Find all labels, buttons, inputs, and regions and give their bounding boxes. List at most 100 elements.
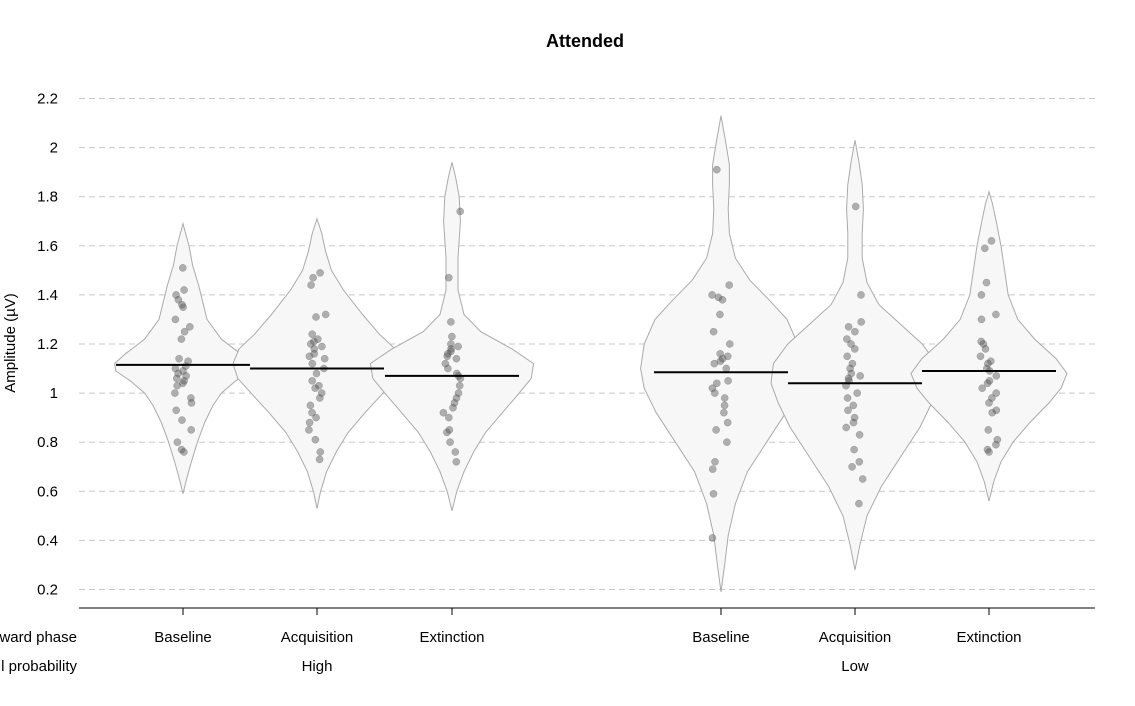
y-tick-label: 0.4: [37, 532, 58, 549]
data-point: [172, 291, 180, 299]
data-point: [855, 430, 864, 439]
data-point: [714, 293, 723, 302]
data-point: [979, 340, 988, 348]
data-point: [308, 408, 316, 417]
data-point: [448, 332, 456, 341]
data-point: [988, 394, 996, 402]
data-point: [180, 327, 189, 336]
data-point: [452, 457, 461, 466]
data-point: [712, 426, 720, 434]
x-tick-label: Acquisition: [281, 629, 354, 646]
data-point: [309, 273, 317, 282]
x-ticks: Baseline Acquisition Extinction High Baselin…: [154, 608, 1022, 675]
data-point: [446, 438, 454, 447]
data-point: [187, 426, 196, 434]
data-point: [982, 278, 991, 287]
data-point: [842, 423, 851, 432]
data-point: [452, 354, 461, 363]
data-point: [722, 364, 731, 373]
data-point: [455, 381, 464, 390]
data-point: [172, 406, 181, 415]
data-point: [307, 281, 315, 289]
data-point: [977, 315, 986, 324]
data-point: [711, 457, 719, 466]
data-point: [312, 413, 320, 422]
data-point: [843, 335, 851, 343]
data-point: [439, 408, 448, 417]
data-point: [848, 462, 856, 471]
data-point: [308, 376, 317, 385]
group-label: Low: [841, 658, 869, 675]
data-point: [305, 426, 313, 434]
data-point: [180, 286, 188, 294]
y-tick-label: 0.2: [37, 582, 58, 599]
violin-high-extinction: [369, 162, 535, 512]
data-point: [856, 372, 865, 380]
data-point: [308, 359, 317, 368]
data-point: [976, 352, 985, 361]
data-point: [173, 381, 182, 390]
data-point: [850, 445, 858, 454]
data-point: [853, 389, 862, 397]
data-point: [984, 359, 992, 368]
y-tick-label: 0.6: [37, 483, 58, 500]
data-point: [174, 369, 183, 378]
data-point: [447, 345, 455, 353]
data-point: [311, 435, 320, 444]
data-point: [843, 394, 852, 402]
data-point: [174, 295, 183, 304]
data-point: [844, 406, 852, 415]
data-point: [857, 318, 866, 326]
data-point: [848, 359, 857, 368]
factor-label-phase: ward phase: [0, 629, 77, 646]
data-point: [716, 357, 725, 366]
data-point: [179, 303, 187, 312]
data-point: [178, 416, 186, 424]
data-point: [447, 347, 455, 356]
data-point: [321, 310, 330, 319]
data-point: [445, 426, 454, 434]
data-point: [452, 394, 461, 402]
data-point: [182, 372, 190, 380]
data-point: [454, 342, 462, 351]
y-tick-label: 1: [50, 385, 58, 402]
data-point: [980, 244, 989, 253]
data-point: [312, 313, 320, 321]
data-point: [843, 352, 852, 361]
data-points: [171, 165, 1002, 542]
data-point: [992, 310, 1000, 319]
data-point: [451, 448, 460, 456]
data-point: [316, 268, 324, 277]
data-point: [708, 384, 717, 393]
data-point: [306, 401, 315, 410]
y-tick-label: 1.8: [37, 189, 58, 206]
data-point: [310, 337, 318, 346]
data-point: [708, 291, 716, 299]
data-point: [850, 413, 859, 422]
data-point: [180, 448, 188, 456]
data-point: [992, 389, 1001, 397]
data-point: [320, 354, 329, 363]
data-point: [305, 418, 314, 427]
data-point: [985, 376, 994, 385]
data-point: [310, 349, 319, 358]
y-tick-label: 1.4: [37, 287, 58, 304]
data-point: [180, 376, 188, 385]
data-point: [857, 291, 865, 299]
data-point: [316, 448, 325, 456]
data-point: [984, 426, 993, 434]
data-point: [710, 389, 719, 397]
data-point: [443, 352, 452, 361]
data-point: [308, 330, 317, 339]
factor-label-probability: l probability: [1, 658, 77, 675]
data-point: [851, 202, 860, 211]
violin-low-extinction: [910, 190, 1068, 502]
data-point: [318, 342, 326, 351]
data-point: [447, 340, 455, 348]
data-point: [988, 408, 997, 417]
data-point: [851, 327, 859, 336]
data-point: [444, 413, 453, 422]
data-point: [716, 349, 725, 358]
data-point: [709, 327, 718, 336]
data-point: [978, 384, 987, 393]
